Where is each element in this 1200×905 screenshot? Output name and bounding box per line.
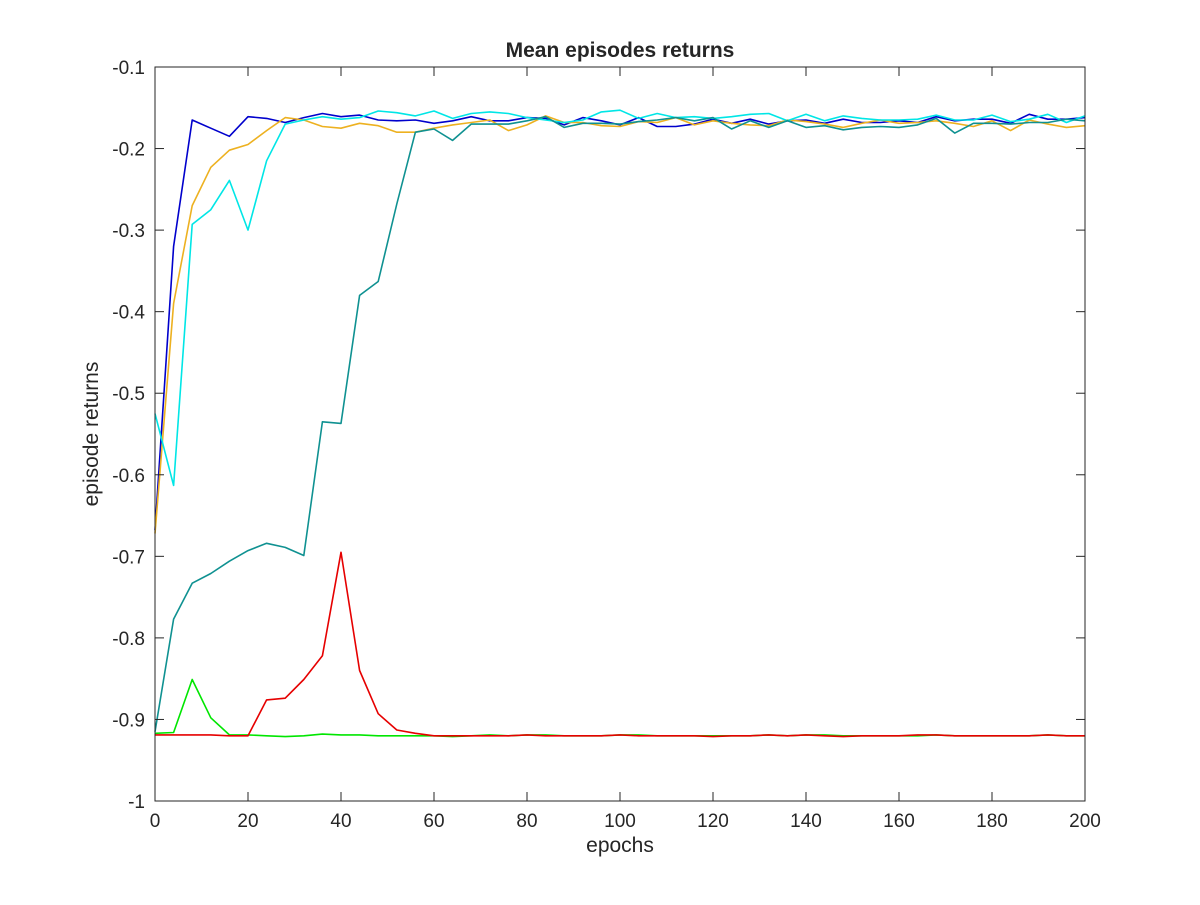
series-line-3	[154, 109, 1086, 487]
x-axis-label: epochs	[586, 834, 654, 857]
x-tick-label: 160	[883, 811, 915, 832]
y-tick-label: -0.2	[112, 140, 145, 161]
y-tick-label: -0.3	[112, 221, 145, 242]
y-tick-label: -0.7	[112, 547, 145, 568]
plot-background	[155, 67, 1085, 801]
x-tick-label: 20	[237, 811, 258, 832]
x-tick-label: 200	[1069, 811, 1101, 832]
y-tick-label: -0.8	[112, 629, 145, 650]
x-tick-label: 100	[604, 811, 636, 832]
x-tick-label: 180	[976, 811, 1008, 832]
chart-title: Mean episodes returns	[506, 39, 735, 62]
y-tick-label: -0.4	[112, 303, 145, 324]
series-line-6	[155, 551, 1085, 738]
y-tick-label: -0.9	[112, 710, 145, 731]
x-tick-label: 60	[423, 811, 444, 832]
x-tick-label: 80	[516, 811, 537, 832]
series-layer	[154, 109, 1086, 738]
y-tick-label: -0.1	[112, 58, 145, 79]
y-tick-label: -0.6	[112, 466, 145, 487]
tick-layer: 0 20 40 60 80 100 120 140 160 180 200 -1 -0.9 -0.8 -0.…	[112, 58, 1101, 832]
series-line-4	[154, 115, 1086, 732]
x-tick-label: 120	[697, 811, 729, 832]
y-tick-label: -0.5	[112, 384, 145, 405]
y-tick-label: -1	[128, 792, 145, 813]
x-tick-label: 140	[790, 811, 822, 832]
y-axis-label: episode returns	[80, 362, 103, 507]
x-tick-label: 0	[150, 811, 161, 832]
x-tick-label: 40	[330, 811, 351, 832]
